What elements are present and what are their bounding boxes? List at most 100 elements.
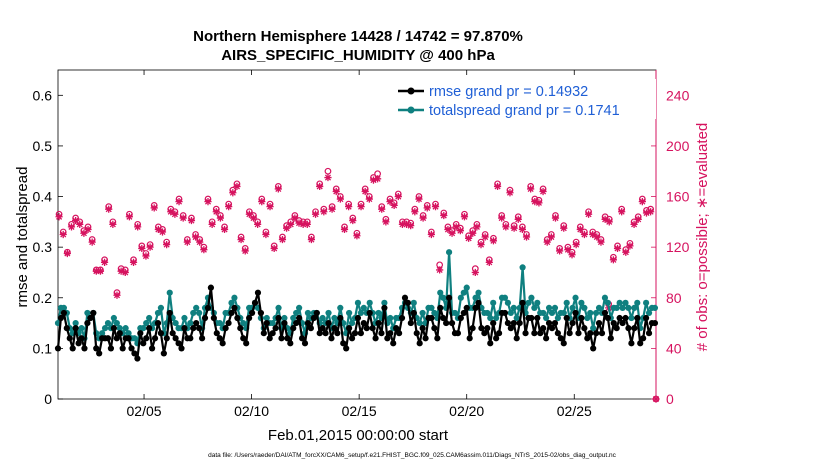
rmse-marker <box>643 314 650 322</box>
rmse-marker <box>281 319 288 327</box>
totalspread-marker <box>269 319 276 327</box>
legend-spread-marker <box>407 106 415 114</box>
obs-evaluated-marker <box>390 201 398 209</box>
obs-evaluated-marker <box>522 233 531 241</box>
totalspread-marker <box>416 319 423 327</box>
obs-evaluated-marker <box>444 225 452 234</box>
rmse-marker <box>181 325 188 332</box>
rmse-marker <box>478 325 485 332</box>
rmse-marker <box>337 314 344 322</box>
totalspread-marker <box>263 314 270 322</box>
obs-evaluated-marker <box>187 216 196 225</box>
rmse-marker <box>543 335 550 342</box>
rmse-marker <box>413 330 420 337</box>
totalspread-marker <box>493 314 500 322</box>
y-tick-right-label: 240 <box>666 87 690 103</box>
obs-evaluated-marker <box>580 230 589 239</box>
rmse-marker <box>254 289 262 296</box>
totalspread-marker <box>581 304 588 311</box>
rmse-marker <box>463 304 470 311</box>
rmse-marker <box>243 340 250 347</box>
rmse-marker <box>372 335 379 342</box>
rmse-marker <box>545 319 553 327</box>
totalspread-marker <box>196 309 203 317</box>
rmse-marker <box>190 325 197 332</box>
rmse-marker <box>219 340 226 347</box>
obs-evaluated-marker <box>357 203 365 211</box>
obs-evaluated-marker <box>307 235 316 244</box>
obs-evaluated-marker <box>241 247 249 255</box>
obs-evaluated-marker <box>100 258 109 266</box>
rmse-marker <box>634 314 641 322</box>
rmse-marker <box>90 309 97 317</box>
obs-evaluated-marker <box>216 214 225 222</box>
obs-evaluated-marker <box>200 246 208 254</box>
totalspread-marker <box>275 304 282 311</box>
totalspread-marker <box>613 304 620 311</box>
totalspread-marker <box>131 335 138 342</box>
rmse-marker <box>196 325 203 332</box>
rmse-marker <box>331 325 338 332</box>
totalspread-marker <box>387 314 394 322</box>
obs-evaluated-marker <box>208 220 216 228</box>
rmse-marker <box>587 330 594 337</box>
totalspread-marker <box>72 319 79 327</box>
rmse-marker <box>363 325 370 332</box>
rmse-marker <box>78 335 85 342</box>
rmse-marker <box>266 335 273 342</box>
obs-evaluated-marker <box>415 195 423 203</box>
obs-evaluated-marker <box>493 182 502 191</box>
totalspread-marker <box>457 294 464 301</box>
y-tick-left-label: 0.2 <box>33 290 53 306</box>
obs-evaluated-marker <box>469 229 477 237</box>
obs-evaluated-marker <box>212 208 220 216</box>
rmse-marker <box>228 309 235 317</box>
rmse-marker <box>466 335 473 342</box>
obs-evaluated-marker <box>340 225 349 234</box>
rmse-marker <box>387 330 394 337</box>
obs-evaluated-marker <box>465 234 473 242</box>
legend-rmse-marker <box>407 87 415 95</box>
rmse-marker <box>516 319 523 327</box>
obs-evaluated-marker <box>626 242 634 250</box>
obs-evaluated-marker <box>539 187 547 196</box>
data-file-footer: data file: /Users/raeder/DAI/ATM_forcXX/… <box>208 452 617 459</box>
rmse-marker <box>263 319 270 327</box>
obs-evaluated-marker <box>518 225 526 234</box>
totalspread-marker <box>540 309 547 317</box>
rmse-marker <box>72 325 79 332</box>
rmse-marker <box>469 325 476 332</box>
obs-evaluated-marker <box>531 198 539 206</box>
obs-evaluated-marker <box>551 214 560 222</box>
totalspread-marker <box>587 309 594 317</box>
totalspread-marker <box>440 294 447 301</box>
obs-evaluated-marker <box>113 291 121 299</box>
obs-evaluated-marker <box>299 220 307 228</box>
y-tick-left-label: 0.3 <box>33 239 53 255</box>
totalspread-marker <box>545 304 553 311</box>
rmse-marker <box>578 314 585 322</box>
rmse-marker <box>554 330 561 337</box>
rmse-marker <box>613 325 620 332</box>
totalspread-marker <box>166 289 173 296</box>
rmse-marker <box>419 325 426 332</box>
rmse-marker <box>504 319 511 327</box>
rmse-marker <box>222 325 229 332</box>
rmse-marker <box>304 319 312 327</box>
rmse-marker <box>225 319 232 327</box>
totalspread-marker <box>504 299 511 306</box>
obs-evaluated-marker <box>163 241 171 249</box>
totalspread-marker <box>513 314 520 322</box>
rmse-marker <box>481 330 488 337</box>
obs-evaluated-marker <box>332 187 340 196</box>
obs-evaluated-marker <box>196 238 204 246</box>
totalspread-marker <box>431 309 438 317</box>
totalspread-marker <box>419 309 426 317</box>
obs-evaluated-marker <box>179 214 187 222</box>
rmse-marker <box>216 335 223 342</box>
totalspread-marker <box>601 294 609 301</box>
rmse-marker <box>237 325 244 332</box>
rmse-marker <box>622 314 629 322</box>
rmse-marker <box>178 345 185 352</box>
rmse-marker <box>116 330 123 337</box>
